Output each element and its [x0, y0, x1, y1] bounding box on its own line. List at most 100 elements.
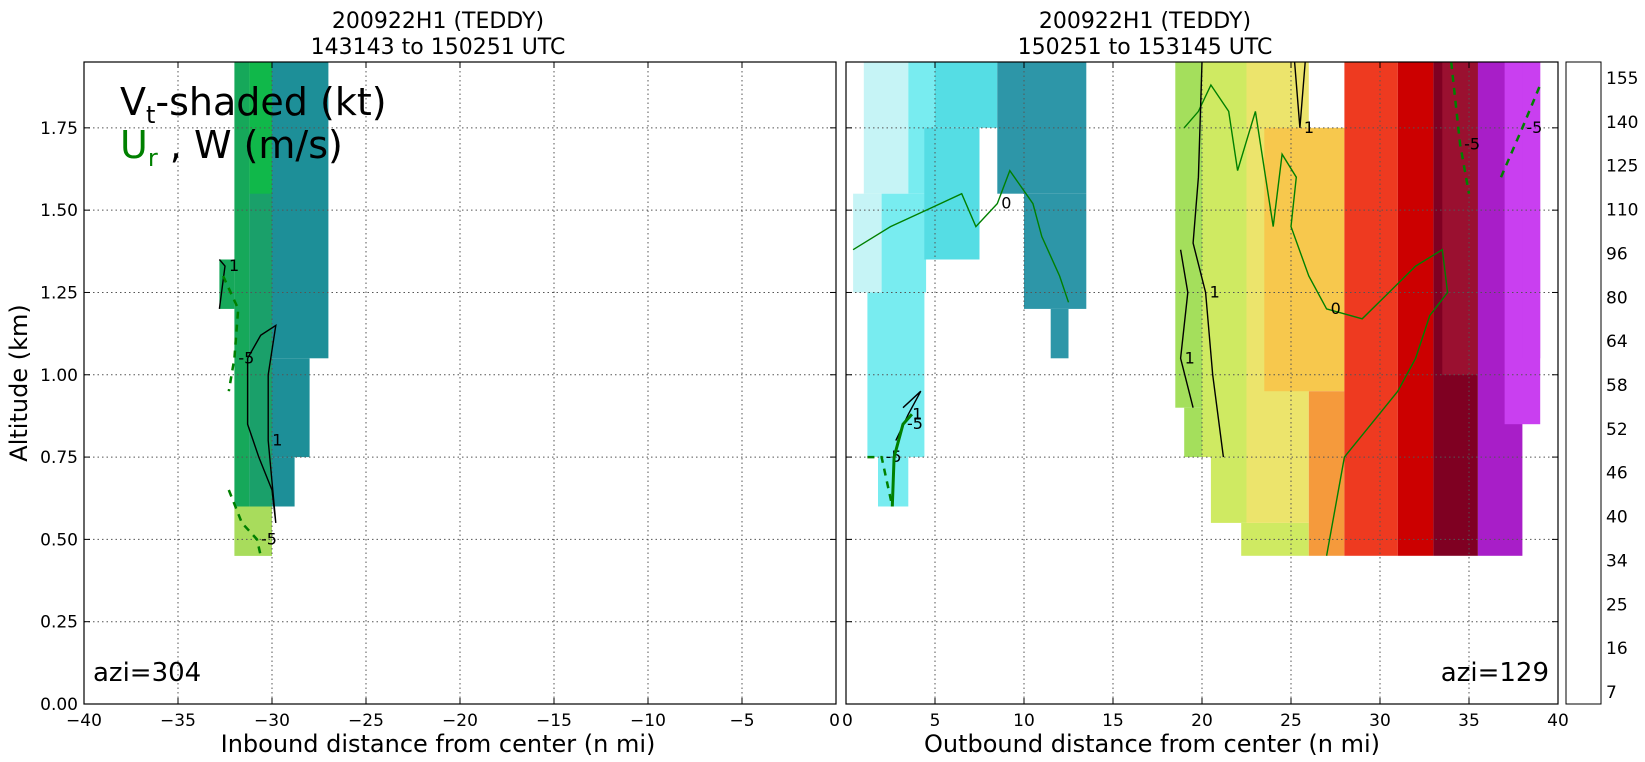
- right-x-axis-label: Outbound distance from center (n mi): [924, 730, 1380, 758]
- colorbar-tick-label: 96: [1606, 244, 1628, 264]
- legend-ur-w: Ur , W (m/s): [120, 123, 343, 172]
- shaded-cell: [1184, 407, 1202, 458]
- contour-label: -5: [238, 348, 254, 367]
- contour-line: [218, 259, 226, 309]
- colorbar-tick-label: 140: [1606, 113, 1638, 133]
- right-title-line1: 200922H1 (TEDDY): [1039, 9, 1251, 34]
- left-title-line1: 200922H1 (TEDDY): [332, 9, 544, 34]
- shaded-cell: [935, 62, 998, 128]
- left-contours: 1 1 -5 -5: [218, 256, 282, 557]
- shaded-cell: [924, 127, 980, 260]
- colorbar-tick-label: 64: [1606, 332, 1628, 352]
- colorbar-tick-label: 58: [1606, 376, 1628, 396]
- contour-line: [1499, 84, 1542, 178]
- x-tick-label: −35: [160, 711, 196, 731]
- contour-label: 1: [1304, 118, 1314, 137]
- left-panel: 200922H1 (TEDDY) 143143 to 150251 UTC 11…: [5, 9, 840, 758]
- contour-line: [867, 455, 894, 507]
- contour-line: [221, 275, 240, 392]
- y-tick-label: 1.25: [40, 283, 78, 303]
- y-tick-label: 1.50: [40, 201, 78, 221]
- contour-line: [246, 323, 277, 523]
- x-tick-label: −25: [348, 711, 384, 731]
- left-azimuth-annotation: azi=304: [93, 658, 201, 688]
- shaded-cell: [1050, 308, 1069, 359]
- contour-line: [1183, 83, 1449, 556]
- shaded-cell: [863, 62, 909, 194]
- colorbar-tick-label: 7: [1606, 683, 1617, 703]
- y-tick-label: 1.00: [40, 366, 78, 386]
- x-tick-label: 0: [829, 711, 840, 731]
- shaded-cell: [1024, 193, 1087, 309]
- y-axis-label: Altitude (km): [5, 304, 33, 461]
- right-tick-labels: 0 5 10 15 20 25 30 35 40: [842, 62, 1569, 731]
- left-tick-labels: −40 −35 −30 −25 −20 −15 −10 −5 0 0.00 0.25 0.50 0.75…: [40, 62, 840, 731]
- contour-label: -5: [1464, 134, 1480, 153]
- right-azimuth-annotation: azi=129: [1441, 658, 1549, 688]
- shaded-cell: [1210, 457, 1247, 523]
- contour-label: 1: [1210, 283, 1220, 302]
- colorbar-tick-label: 110: [1606, 201, 1638, 221]
- colorbar-tick-label: 16: [1606, 639, 1628, 659]
- x-tick-label: 10: [1013, 711, 1035, 731]
- colorbar-frame: [1565, 61, 1602, 705]
- shaded-cell: [1264, 127, 1345, 392]
- contour-line: [890, 413, 914, 507]
- shaded-cell: [219, 259, 235, 309]
- x-tick-label: −5: [729, 711, 754, 731]
- y-tick-label: 1.75: [40, 119, 78, 139]
- contour-line: [1179, 249, 1194, 408]
- shaded-cell: [234, 506, 272, 556]
- legend-vt-shaded: Vt-shaded (kt): [120, 80, 387, 129]
- colorbar-tick-label: 46: [1606, 464, 1628, 484]
- left-x-axis-label: Inbound distance from center (n mi): [221, 730, 656, 758]
- x-tick-label: −40: [66, 711, 102, 731]
- x-tick-label: 5: [930, 711, 941, 731]
- shaded-cell: [997, 62, 1087, 194]
- right-title-line2: 150251 to 153145 UTC: [1018, 35, 1273, 60]
- x-tick-label: 30: [1369, 711, 1391, 731]
- x-tick-label: −20: [442, 711, 478, 731]
- contour-line: [1192, 61, 1225, 458]
- shaded-cell: [1202, 62, 1247, 458]
- x-tick-label: 25: [1280, 711, 1302, 731]
- left-title-line2: 143143 to 150251 UTC: [311, 35, 566, 60]
- x-tick-label: 20: [1191, 711, 1213, 731]
- shaded-cell: [272, 457, 295, 507]
- colorbar: 155 140 125 110 96 80 64 58 52 46 40 34 25 16 7: [1565, 61, 1638, 705]
- y-tick-label: 0.25: [40, 613, 78, 633]
- right-panel: 200922H1 (TEDDY) 150251 to 153145 UTC 0 0…: [842, 9, 1569, 758]
- shaded-cell: [853, 193, 882, 293]
- contour-line: [1293, 61, 1306, 128]
- contour-label: 1: [229, 256, 239, 275]
- colorbar-tick-label: 80: [1606, 288, 1628, 308]
- x-tick-label: −30: [254, 711, 290, 731]
- contour-line: [852, 169, 1070, 303]
- contour-line: [1449, 61, 1471, 194]
- contour-label: 0: [1331, 299, 1341, 318]
- y-tick-label: 0.75: [40, 448, 78, 468]
- shaded-cell: [1308, 391, 1345, 556]
- y-tick-label: 0.00: [40, 695, 78, 715]
- contour-line: [227, 489, 262, 557]
- shaded-cell: [1397, 62, 1434, 556]
- colorbar-tick-label: 25: [1606, 595, 1628, 615]
- contour-label: 1: [1185, 348, 1195, 367]
- left-shaded-regions: [219, 62, 329, 556]
- contour-label: -5: [907, 414, 923, 433]
- colorbar-tick-label: 155: [1606, 69, 1638, 89]
- x-tick-label: −10: [630, 711, 666, 731]
- x-tick-label: −15: [536, 711, 572, 731]
- contour-label: 1: [912, 404, 922, 423]
- x-tick-label: 40: [1547, 711, 1569, 731]
- contour-label: -5: [261, 529, 277, 548]
- colorbar-tick-label: 125: [1606, 157, 1638, 177]
- shaded-cell: [1344, 62, 1398, 556]
- contour-label: 1: [272, 431, 282, 450]
- colorbar-tick-label: 40: [1606, 508, 1628, 528]
- y-tick-label: 0.50: [40, 530, 78, 550]
- right-shaded-regions: [853, 62, 1541, 556]
- colorbar-tick-label: 34: [1606, 551, 1628, 571]
- shaded-cell: [1175, 62, 1202, 408]
